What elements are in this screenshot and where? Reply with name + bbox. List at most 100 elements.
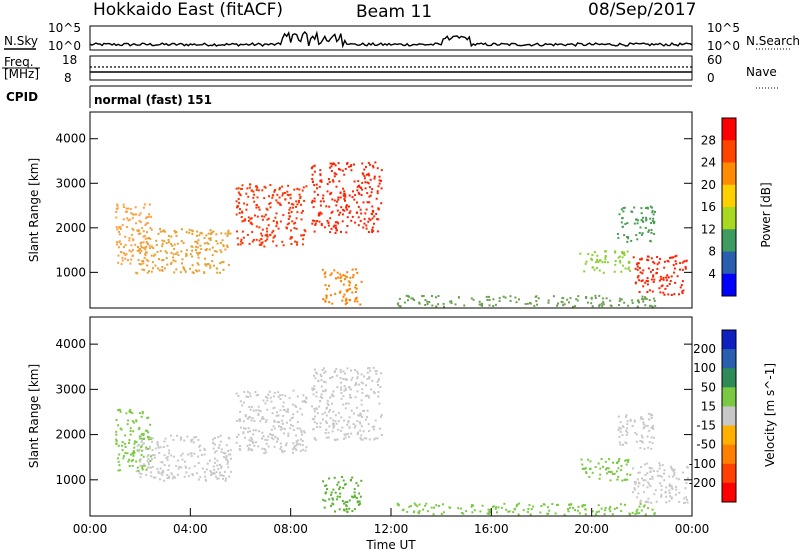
power-cell [621, 256, 624, 259]
power-cell [269, 206, 272, 209]
power-cell [375, 213, 378, 215]
velocity-cell [163, 464, 166, 466]
power-cell [586, 301, 589, 304]
power-cell [191, 245, 194, 248]
power-cell [347, 288, 350, 291]
velocity-cell [532, 505, 535, 508]
power-cell [349, 281, 352, 284]
velocity-cell [366, 409, 369, 412]
velocity-cell [119, 427, 122, 430]
power-cell [252, 196, 255, 199]
power-cell [140, 245, 143, 248]
power-cell [630, 239, 633, 242]
power-cell [636, 265, 639, 268]
velocity-cell [357, 484, 360, 487]
velocity-cell [343, 502, 345, 505]
velocity-cell [644, 500, 647, 503]
power-cell [324, 299, 327, 302]
velocity-cell [184, 465, 187, 468]
velocity-cell [162, 469, 164, 472]
velocity-cell [346, 423, 349, 426]
power-cell [207, 242, 210, 245]
power-cell [331, 302, 334, 305]
power-cell [636, 268, 639, 271]
power-cell [298, 193, 301, 196]
power-cell [239, 194, 242, 197]
power-cell [254, 214, 256, 217]
velocity-cell [148, 436, 151, 439]
velocity-cell [324, 390, 327, 393]
velocity-cell [117, 469, 120, 472]
power-cell [313, 197, 316, 200]
colorbar-tick-label: 28 [701, 133, 716, 147]
power-cell [323, 272, 326, 275]
power-cell [128, 239, 131, 242]
velocity-cell [658, 462, 661, 465]
velocity-cell [282, 401, 285, 404]
velocity-cell [497, 506, 500, 509]
velocity-cell [223, 470, 226, 473]
velocity-cell [265, 442, 268, 445]
cpid-text: normal (fast) 151 [94, 93, 212, 107]
power-cell [324, 284, 327, 287]
velocity-cell [220, 466, 223, 469]
velocity-cell [584, 508, 587, 511]
velocity-cell [263, 452, 266, 455]
velocity-cell [132, 453, 135, 456]
power-cell [374, 161, 377, 164]
power-cell [357, 224, 360, 227]
velocity-cell [344, 388, 347, 391]
power-cell [203, 236, 206, 239]
velocity-cell [686, 465, 689, 468]
velocity-cell [335, 367, 338, 370]
velocity-cell [270, 436, 273, 439]
power-cell [498, 300, 501, 302]
velocity-cell [626, 478, 629, 481]
power-cell [658, 261, 661, 264]
power-cell [684, 267, 687, 270]
velocity-cell [136, 466, 139, 469]
velocity-cell [432, 513, 435, 516]
beam-label: Beam 11 [356, 2, 432, 22]
velocity-cell [247, 447, 250, 450]
power-cell [424, 304, 427, 306]
power-cell [378, 179, 381, 182]
power-cell [260, 232, 263, 235]
velocity-cell [626, 420, 629, 423]
velocity-cell [646, 424, 649, 427]
power-cell [267, 217, 270, 220]
velocity-cell [199, 449, 202, 452]
velocity-cell [462, 512, 465, 515]
power-cell [649, 217, 652, 220]
nsearch-tick-top: 10^5 [707, 21, 740, 35]
velocity-cell [272, 434, 275, 437]
power-cell [209, 266, 212, 269]
velocity-cell [617, 475, 620, 478]
velocity-cell [230, 470, 233, 473]
xtick-label: 00:00 [73, 522, 108, 536]
power-cell [367, 220, 370, 223]
power-cell [118, 226, 121, 229]
velocity-cell [170, 473, 173, 476]
velocity-cell [678, 500, 681, 503]
velocity-cell [140, 453, 143, 456]
velocity-cell [314, 377, 317, 380]
power-cell [679, 286, 682, 289]
colorbar-tick-label: 15 [701, 399, 716, 413]
velocity-cell [117, 424, 120, 427]
velocity-cell [141, 433, 144, 436]
power-cell [326, 190, 329, 193]
velocity-cell [280, 426, 282, 428]
velocity-cell [277, 395, 280, 398]
power-cell [349, 276, 352, 279]
power-cell [277, 227, 280, 230]
velocity-cell [340, 416, 343, 419]
power-cell [148, 244, 151, 247]
velocity-cell [427, 510, 430, 513]
power-cell [336, 221, 339, 224]
velocity-cell [329, 376, 332, 379]
power-cell [141, 260, 144, 263]
power-cell [320, 223, 323, 225]
power-cell [136, 249, 139, 252]
velocity-cell [245, 395, 248, 398]
